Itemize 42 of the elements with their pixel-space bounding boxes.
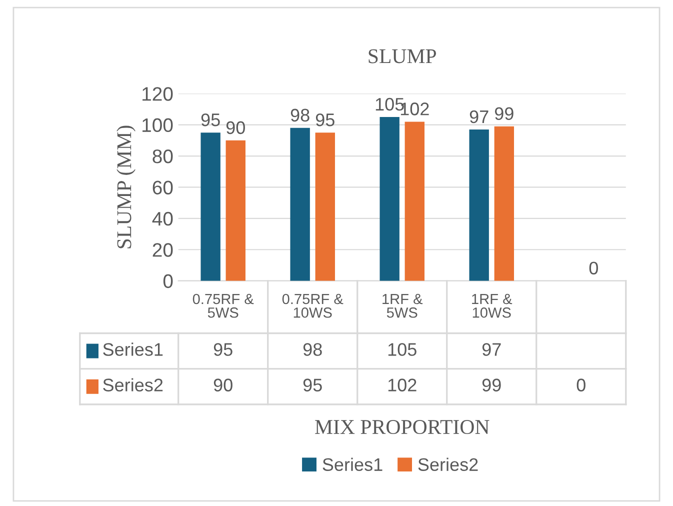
data-label: 95 [201,113,220,126]
text: 95 [214,343,232,356]
y-tick-label: 0 [163,274,173,288]
chart-title: SLUMP [368,49,436,64]
y-tick-label: 80 [152,149,173,164]
data-label: 95 [316,113,334,126]
y-tick-label: 20 [152,243,173,257]
text: 95 [303,378,322,392]
data-label: 0 [589,262,598,274]
bar [315,132,335,281]
legend-label: Series2 [103,378,163,392]
bar [200,132,220,281]
data-label: 98 [290,108,310,122]
y-axis-title: SLUMP (MM) [116,126,136,248]
bar [404,122,424,281]
data-label: 90 [226,121,245,134]
text: 102 [388,378,416,392]
text: 99 [482,378,501,392]
text: 98 [303,343,322,356]
text: 0 [576,378,586,392]
y-tick-label: 100 [142,118,173,132]
y-tick-label: 120 [142,87,173,101]
bar [226,140,246,281]
text: 105 [388,343,416,356]
x-axis-title: MIX PROPORTION [315,420,490,434]
text: Series1 [322,458,382,471]
x-tick-label: 1RF & 10WS [472,294,512,318]
bar [380,117,400,281]
text: Series2 [418,458,478,471]
x-tick-label: 1RF & 5WS [382,294,423,318]
bar [290,128,310,281]
bar [494,126,514,281]
legend-label: Series1 [103,342,163,356]
x-tick-label: 0.75RF & 10WS [282,294,344,318]
y-tick-label: 40 [152,212,173,226]
bar [469,129,489,281]
data-label: 97 [470,110,488,124]
x-tick-label: 0.75RF & 5WS [192,294,254,318]
text: 90 [214,378,232,392]
y-tick-label: 60 [152,180,173,194]
text: 97 [482,343,501,356]
data-label: 99 [494,107,514,120]
